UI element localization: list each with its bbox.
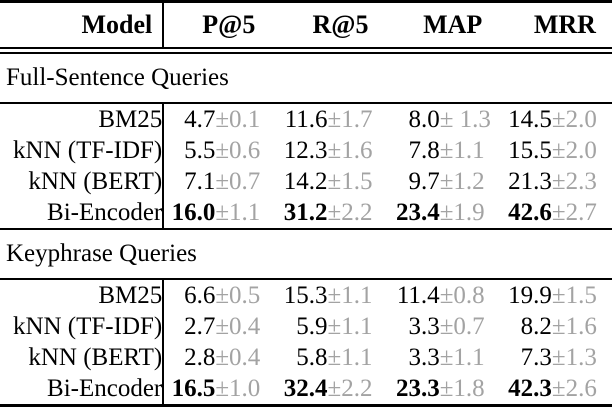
model-cell: Bi-Encoder (0, 373, 165, 406)
section-title: Full-Sentence Queries (0, 49, 612, 104)
metric-value: 2.7 (184, 312, 216, 340)
model-cell: kNN (TF-IDF) (0, 311, 165, 342)
metric-stddev: ±0.7 (439, 312, 485, 340)
metric-stddev: ±1.1 (327, 343, 373, 371)
metric-value: 31.2 (283, 198, 328, 226)
metric-stddev: ±1.1 (327, 281, 373, 309)
metric-value: 8.0 (408, 105, 440, 133)
header-row: Model P@5 R@5 MAP MRR (0, 1, 612, 54)
metric-value: 15.3 (283, 281, 328, 309)
table-row: kNN (BERT) 7.1 ±0.7 14.2 ±1.5 9.7 ±1.2 2… (0, 166, 612, 197)
table-row: BM25 6.6 ±0.5 15.3 ±1.1 11.4 ±0.8 19.9 ±… (0, 279, 612, 311)
metric-stddev: ±1.2 (439, 167, 485, 195)
metric-value: 14.2 (283, 167, 328, 195)
metric-stddev: ±2.6 (551, 374, 597, 402)
model-cell: Bi-Encoder (0, 197, 165, 229)
metric-value: 4.7 (184, 105, 216, 133)
metric-value: 15.5 (508, 136, 552, 164)
metric-value: 9.7 (408, 167, 440, 195)
table-row: Bi-Encoder 16.0 ±1.1 31.2 ±2.2 23.4 ±1.9… (0, 197, 612, 229)
metric-stddev: ± 1.3 (439, 105, 491, 133)
table-row: kNN (TF-IDF) 5.5 ±0.6 12.3 ±1.6 7.8 ±1.1… (0, 135, 612, 166)
metric-value: 21.3 (508, 167, 552, 195)
metric-stddev: ±0.5 (215, 281, 261, 309)
metric-value: 12.3 (283, 136, 328, 164)
section-header-row: Keyphrase Queries (0, 228, 612, 280)
metric-value: 8.2 (520, 312, 552, 340)
metric-value: 5.8 (296, 343, 328, 371)
column-header-p5: P@5 (163, 1, 276, 54)
metric-stddev: ±1.6 (551, 312, 597, 340)
metric-stddev: ±0.6 (215, 136, 261, 164)
column-header-mrr: MRR (499, 1, 612, 54)
metric-value: 7.3 (520, 343, 552, 371)
metric-stddev: ±2.0 (551, 105, 597, 133)
table-row: kNN (TF-IDF) 2.7 ±0.4 5.9 ±1.1 3.3 ±0.7 … (0, 311, 612, 342)
metric-value: 3.3 (408, 312, 440, 340)
metric-value: 23.3 (395, 374, 440, 402)
metric-stddev: ±1.1 (327, 312, 373, 340)
metric-value: 5.9 (296, 312, 328, 340)
metric-value: 11.6 (284, 105, 328, 133)
model-cell: BM25 (0, 103, 165, 135)
column-header-map: MAP (387, 1, 500, 54)
metric-stddev: ±1.5 (551, 281, 597, 309)
metric-value: 42.6 (508, 198, 552, 226)
metric-value: 3.3 (408, 343, 440, 371)
metric-value: 6.6 (184, 281, 216, 309)
metric-stddev: ±2.2 (327, 374, 373, 402)
metric-value: 23.4 (395, 198, 440, 226)
section-title: Keyphrase Queries (0, 228, 612, 280)
metric-value: 7.1 (184, 167, 216, 195)
metric-value: 32.4 (283, 374, 328, 402)
metric-stddev: ±1.6 (327, 136, 373, 164)
column-header-r5: R@5 (275, 1, 388, 54)
metric-value: 19.9 (508, 281, 552, 309)
metric-value: 16.0 (171, 198, 216, 226)
metric-stddev: ±1.9 (439, 198, 485, 226)
metric-stddev: ±1.7 (327, 105, 373, 133)
metric-stddev: ±2.3 (551, 167, 597, 195)
metric-value: 5.5 (184, 136, 216, 164)
column-header-model: Model (0, 1, 165, 54)
table-row: Bi-Encoder 16.5 ±1.0 32.4 ±2.2 23.3 ±1.8… (0, 373, 612, 406)
metric-stddev: ±1.3 (551, 343, 597, 371)
table-row: kNN (BERT) 2.8 ±0.4 5.8 ±1.1 3.3 ±1.1 7.… (0, 342, 612, 373)
metric-stddev: ±0.8 (439, 281, 485, 309)
metric-value: 14.5 (508, 105, 552, 133)
metric-value: 11.4 (396, 281, 440, 309)
metric-value: 42.3 (508, 374, 552, 402)
metric-stddev: ±2.0 (551, 136, 597, 164)
model-cell: kNN (BERT) (0, 166, 165, 197)
model-cell: kNN (TF-IDF) (0, 135, 165, 166)
metric-stddev: ±0.1 (215, 105, 261, 133)
metric-stddev: ±2.7 (551, 198, 597, 226)
table-header: Model P@5 R@5 MAP MRR (0, 1, 612, 54)
model-cell: kNN (BERT) (0, 342, 165, 373)
metric-stddev: ±0.7 (215, 167, 261, 195)
table-row: BM25 4.7 ±0.1 11.6 ±1.7 8.0 ± 1.3 14.5 ±… (0, 103, 612, 135)
metric-stddev: ±1.8 (439, 374, 485, 402)
section-header-row: Full-Sentence Queries (0, 49, 612, 104)
metric-stddev: ±0.4 (215, 312, 261, 340)
metric-stddev: ±2.2 (327, 198, 373, 226)
metric-value: 16.5 (171, 374, 216, 402)
metric-stddev: ±1.1 (439, 343, 485, 371)
metric-stddev: ±1.1 (215, 198, 261, 226)
metric-stddev: ±1.5 (327, 167, 373, 195)
metric-value: 2.8 (184, 343, 216, 371)
model-cell: BM25 (0, 279, 165, 311)
metric-stddev: ±0.4 (215, 343, 261, 371)
metric-stddev: ±1.1 (439, 136, 485, 164)
metric-value: 7.8 (408, 136, 440, 164)
metric-stddev: ±1.0 (215, 374, 261, 402)
